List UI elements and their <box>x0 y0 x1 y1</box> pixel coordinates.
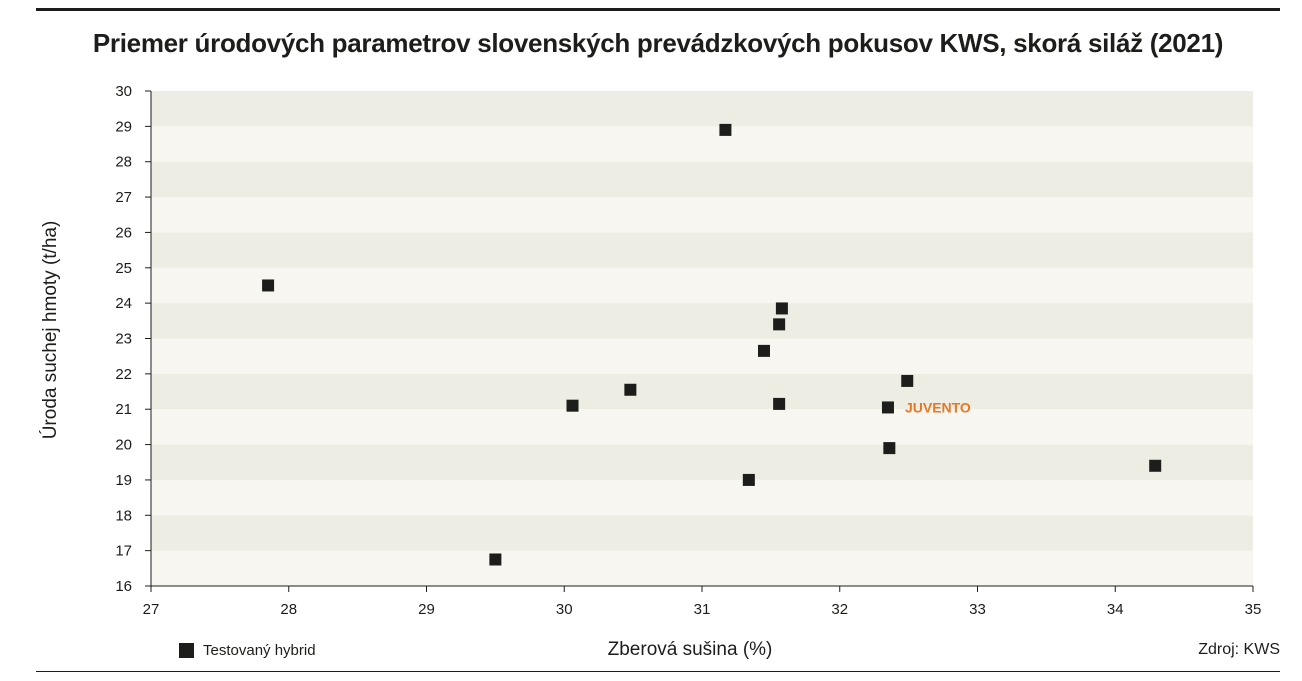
data-point <box>773 318 786 331</box>
bottom-rule <box>36 671 1280 672</box>
legend-label: Testovaný hybrid <box>203 642 316 659</box>
grid-band <box>151 232 1253 268</box>
grid-band <box>151 479 1253 516</box>
y-tick-label: 24 <box>115 295 132 312</box>
grid-band <box>151 267 1253 304</box>
grid-band <box>151 550 1253 586</box>
annotation-label: JUVENTO <box>905 399 971 415</box>
plot-background-bands <box>151 91 1253 586</box>
y-tick-label: 18 <box>115 507 132 524</box>
grid-band <box>151 444 1253 480</box>
x-tick-label: 31 <box>694 601 711 618</box>
data-point <box>901 374 914 387</box>
data-point <box>883 442 896 455</box>
grid-band <box>151 409 1253 445</box>
data-point <box>773 397 786 410</box>
y-tick-label: 30 <box>115 83 132 100</box>
data-point <box>881 401 894 414</box>
y-tick-label: 17 <box>115 543 132 560</box>
data-points <box>262 123 1162 566</box>
y-tick-label: 16 <box>115 578 132 595</box>
grid-band <box>151 126 1253 162</box>
chart-title: Priemer úrodových parametrov slovenských… <box>92 28 1224 58</box>
source-note: Zdroj: KWS <box>1198 641 1280 658</box>
data-point <box>757 344 770 357</box>
x-axis-label: Zberová sušina (%) <box>607 639 773 660</box>
legend-marker-square <box>179 643 194 658</box>
x-tick-label: 29 <box>418 601 435 618</box>
data-point <box>742 473 755 486</box>
y-tick-label: 29 <box>115 118 132 135</box>
y-tick-label: 20 <box>115 437 132 454</box>
y-tick-label: 28 <box>115 154 132 171</box>
y-tick-label: 19 <box>115 472 132 489</box>
x-tick-label: 35 <box>1245 601 1262 618</box>
grid-band <box>151 161 1253 198</box>
grid-band <box>151 303 1253 339</box>
x-tick-label: 28 <box>280 601 297 618</box>
x-tick-label: 33 <box>969 601 986 618</box>
x-tick-label: 34 <box>1107 601 1124 618</box>
y-tick-label: 26 <box>115 224 132 241</box>
data-point <box>566 399 579 412</box>
grid-band <box>151 515 1253 551</box>
data-point <box>1149 459 1162 472</box>
y-tick-label: 22 <box>115 366 132 383</box>
axes: 16 17 18 19 20 21 22 23 24 25 26 27 28 29 30 27 28 29 30 31… <box>115 83 1261 618</box>
y-tick-label: 25 <box>115 260 132 277</box>
data-point <box>624 383 637 396</box>
grid-band <box>151 338 1253 374</box>
data-point <box>775 302 788 315</box>
y-tick-label: 23 <box>115 331 132 348</box>
annotations: JUVENTO <box>905 399 971 415</box>
grid-band <box>151 91 1253 127</box>
top-rule <box>36 8 1280 11</box>
grid-band <box>151 197 1253 233</box>
legend: Testovaný hybrid <box>179 642 316 659</box>
x-tick-label: 27 <box>143 601 160 618</box>
x-tick-label: 32 <box>831 601 848 618</box>
x-tick-label: 30 <box>556 601 573 618</box>
data-point <box>719 123 732 136</box>
y-tick-label: 27 <box>115 189 132 206</box>
y-tick-label: 21 <box>115 401 132 418</box>
data-point <box>262 279 275 292</box>
data-point <box>489 553 502 566</box>
grid-band <box>151 373 1253 410</box>
